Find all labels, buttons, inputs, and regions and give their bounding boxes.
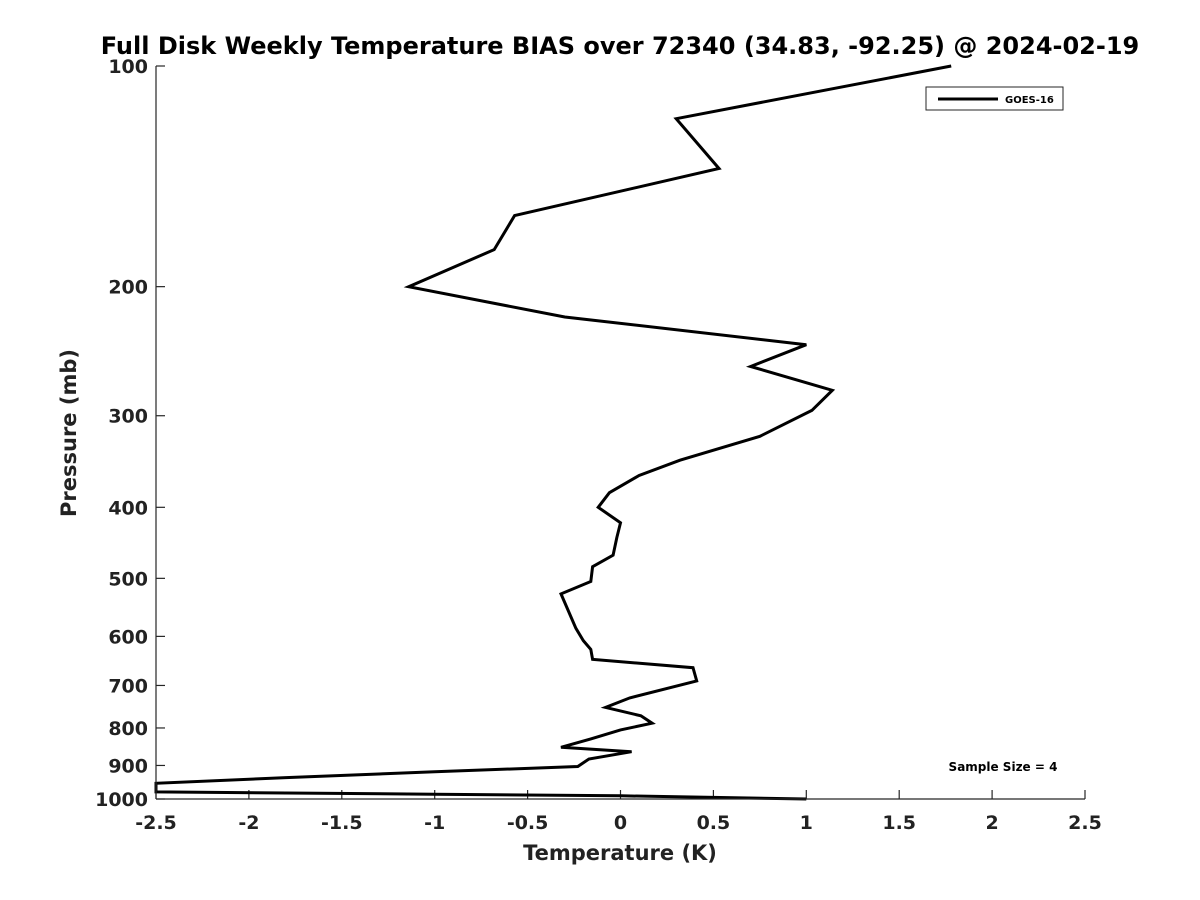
x-tick-label: -2.5: [135, 812, 177, 834]
x-tick-label: 0: [614, 812, 627, 834]
y-tick-label: 600: [108, 626, 148, 648]
y-tick-label: 200: [108, 277, 148, 299]
y-tick-label: 100: [108, 56, 148, 78]
x-tick-label: 2.5: [1068, 812, 1102, 834]
x-tick-label: 2: [985, 812, 998, 834]
x-tick-label: -1: [424, 812, 445, 834]
x-tick-label: -0.5: [507, 812, 549, 834]
y-tick-label: 700: [108, 675, 148, 697]
x-tick-label: -1.5: [321, 812, 363, 834]
x-tick-label: 0.5: [697, 812, 731, 834]
x-axis-label: Temperature (K): [523, 841, 717, 865]
sample-size-annotation: Sample Size = 4: [949, 760, 1058, 774]
x-tick-label: -2: [238, 812, 259, 834]
x-axis-ticks: -2.5 -2 -1.5 -1 -0.5 0 0.5 1 1.5 2 2.5: [135, 790, 1102, 834]
x-tick-label: 1.5: [882, 812, 916, 834]
y-axis-label: Pressure (mb): [57, 349, 81, 517]
y-tick-label: 500: [108, 568, 148, 590]
y-axis-ticks: 100 200 300 400 500 600 700 800 900 1000: [95, 56, 165, 811]
legend: GOES-16: [925, 86, 1064, 111]
y-tick-label: 300: [108, 406, 148, 428]
chart-title: Full Disk Weekly Temperature BIAS over 7…: [101, 32, 1140, 60]
series-line-goes16: [154, 64, 952, 801]
y-tick-label: 400: [108, 497, 148, 519]
y-tick-label: 800: [108, 718, 148, 740]
legend-label-goes16: GOES-16: [1005, 95, 1054, 106]
y-tick-label: 900: [108, 755, 148, 777]
y-tick-label: 1000: [95, 789, 148, 811]
x-tick-label: 1: [800, 812, 813, 834]
